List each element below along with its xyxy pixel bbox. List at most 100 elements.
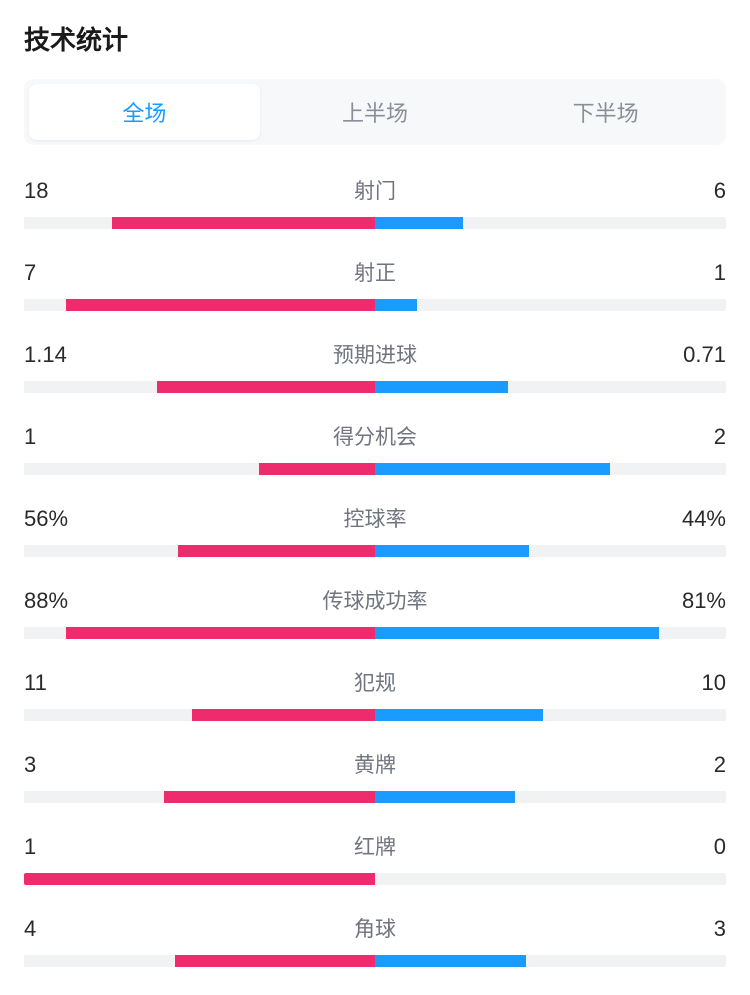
stat-bar-left-fill [66, 627, 375, 639]
stat-bar-track [24, 545, 726, 557]
stat-bar-track [24, 217, 726, 229]
stat-left-value: 1.14 [24, 342, 94, 368]
stat-bar-track [24, 955, 726, 967]
stat-bar-right-half [375, 381, 726, 393]
stat-right-value: 2 [656, 424, 726, 450]
stat-bar-track [24, 627, 726, 639]
stat-bar-left-fill [24, 873, 375, 885]
stat-bar-right-fill [375, 217, 463, 229]
page-title: 技术统计 [24, 20, 726, 57]
stat-right-value: 6 [656, 178, 726, 204]
stat-left-value: 88% [24, 588, 94, 614]
stat-right-value: 0 [656, 834, 726, 860]
stat-bar-left-fill [164, 791, 375, 803]
stat-left-value: 4 [24, 916, 94, 942]
stat-row: 1 得分机会 2 [24, 421, 726, 475]
stat-row: 7 射正 1 [24, 257, 726, 311]
stat-bar-right-half [375, 217, 726, 229]
tab-first-half[interactable]: 上半场 [260, 84, 491, 140]
stat-bar-right-fill [375, 381, 508, 393]
stat-left-value: 18 [24, 178, 94, 204]
stat-bar-track [24, 791, 726, 803]
stat-bar-right-fill [375, 791, 515, 803]
stat-head: 7 射正 1 [24, 257, 726, 287]
stat-label: 黄牌 [94, 749, 656, 779]
stat-left-value: 1 [24, 834, 94, 860]
stat-head: 3 黄牌 2 [24, 749, 726, 779]
stat-label: 红牌 [94, 831, 656, 861]
stat-bar-right-half [375, 873, 726, 885]
stat-left-value: 11 [24, 670, 94, 696]
stats-panel: 技术统计 全场 上半场 下半场 18 射门 6 7 射正 1 [0, 0, 750, 967]
stat-row: 3 黄牌 2 [24, 749, 726, 803]
stat-right-value: 44% [656, 506, 726, 532]
stat-bar-left-half [24, 791, 375, 803]
stat-bar-right-fill [375, 627, 659, 639]
stat-bar-track [24, 709, 726, 721]
stat-right-value: 1 [656, 260, 726, 286]
stat-right-value: 3 [656, 916, 726, 942]
stat-bar-left-half [24, 709, 375, 721]
period-tabs: 全场 上半场 下半场 [24, 79, 726, 145]
stats-list: 18 射门 6 7 射正 1 1.14 预期进球 [24, 175, 726, 967]
stat-head: 1 红牌 0 [24, 831, 726, 861]
stat-left-value: 7 [24, 260, 94, 286]
tab-second-half[interactable]: 下半场 [490, 84, 721, 140]
stat-bar-right-half [375, 299, 726, 311]
stat-head: 4 角球 3 [24, 913, 726, 943]
stat-row: 1 红牌 0 [24, 831, 726, 885]
stat-row: 56% 控球率 44% [24, 503, 726, 557]
stat-bar-left-fill [157, 381, 375, 393]
stat-bar-left-fill [175, 955, 375, 967]
stat-head: 56% 控球率 44% [24, 503, 726, 533]
stat-left-value: 3 [24, 752, 94, 778]
stat-bar-right-fill [375, 299, 417, 311]
stat-bar-right-fill [375, 709, 543, 721]
stat-head: 1.14 预期进球 0.71 [24, 339, 726, 369]
stat-bar-track [24, 463, 726, 475]
stat-left-value: 56% [24, 506, 94, 532]
stat-left-value: 1 [24, 424, 94, 450]
stat-bar-track [24, 381, 726, 393]
stat-bar-right-half [375, 545, 726, 557]
stat-label: 犯规 [94, 667, 656, 697]
stat-bar-left-half [24, 873, 375, 885]
stat-bar-left-half [24, 381, 375, 393]
stat-bar-right-half [375, 463, 726, 475]
stat-head: 18 射门 6 [24, 175, 726, 205]
stat-row: 88% 传球成功率 81% [24, 585, 726, 639]
stat-label: 传球成功率 [94, 585, 656, 615]
stat-right-value: 2 [656, 752, 726, 778]
stat-head: 1 得分机会 2 [24, 421, 726, 451]
stat-bar-track [24, 299, 726, 311]
stat-head: 88% 传球成功率 81% [24, 585, 726, 615]
stat-bar-left-half [24, 217, 375, 229]
stat-right-value: 0.71 [656, 342, 726, 368]
stat-label: 得分机会 [94, 421, 656, 451]
stat-row: 18 射门 6 [24, 175, 726, 229]
stat-bar-right-half [375, 709, 726, 721]
stat-bar-right-fill [375, 545, 529, 557]
stat-label: 角球 [94, 913, 656, 943]
stat-row: 11 犯规 10 [24, 667, 726, 721]
stat-row: 4 角球 3 [24, 913, 726, 967]
stat-label: 射正 [94, 257, 656, 287]
stat-bar-left-half [24, 627, 375, 639]
stat-bar-left-fill [178, 545, 375, 557]
stat-right-value: 81% [656, 588, 726, 614]
stat-right-value: 10 [656, 670, 726, 696]
stat-bar-right-fill [375, 463, 610, 475]
stat-label: 控球率 [94, 503, 656, 533]
stat-row: 1.14 预期进球 0.71 [24, 339, 726, 393]
stat-head: 11 犯规 10 [24, 667, 726, 697]
stat-bar-right-half [375, 627, 726, 639]
stat-bar-left-fill [66, 299, 375, 311]
stat-bar-right-fill [375, 955, 526, 967]
stat-label: 预期进球 [94, 339, 656, 369]
stat-label: 射门 [94, 175, 656, 205]
stat-bar-right-half [375, 955, 726, 967]
stat-bar-left-half [24, 463, 375, 475]
tab-full-match[interactable]: 全场 [29, 84, 260, 140]
stat-bar-left-fill [192, 709, 375, 721]
stat-bar-left-fill [259, 463, 375, 475]
